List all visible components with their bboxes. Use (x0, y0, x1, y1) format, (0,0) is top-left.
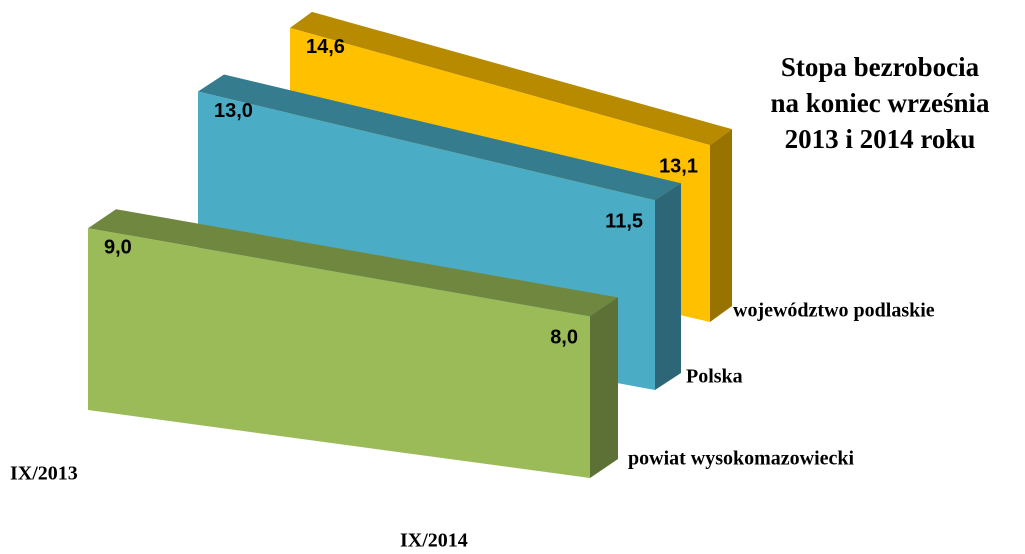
area-top (198, 74, 681, 201)
chart-title: na koniec września (771, 88, 990, 118)
value-label: 11,5 (605, 211, 643, 233)
chart-title: Stopa bezrobocia (781, 52, 980, 82)
value-label: 9,0 (104, 236, 132, 258)
area-side (590, 297, 618, 478)
area-top (88, 209, 618, 317)
area (88, 228, 590, 478)
chart-title: 2013 i 2014 roku (785, 124, 976, 154)
x-tick-label: IX/2013 (10, 463, 78, 485)
value-label: 8,0 (550, 327, 578, 349)
area-top (290, 11, 732, 146)
legend-label: powiat wysokomazowiecki (628, 448, 855, 470)
legend-label: Polska (686, 366, 743, 388)
area-side (710, 129, 732, 322)
legend-label: województwo podlaskie (733, 300, 935, 322)
value-label: 13,0 (214, 100, 253, 122)
x-tick-label: IX/2014 (400, 530, 468, 552)
value-label: 13,1 (659, 155, 698, 177)
value-label: 14,6 (306, 36, 345, 58)
area-side (655, 183, 681, 390)
